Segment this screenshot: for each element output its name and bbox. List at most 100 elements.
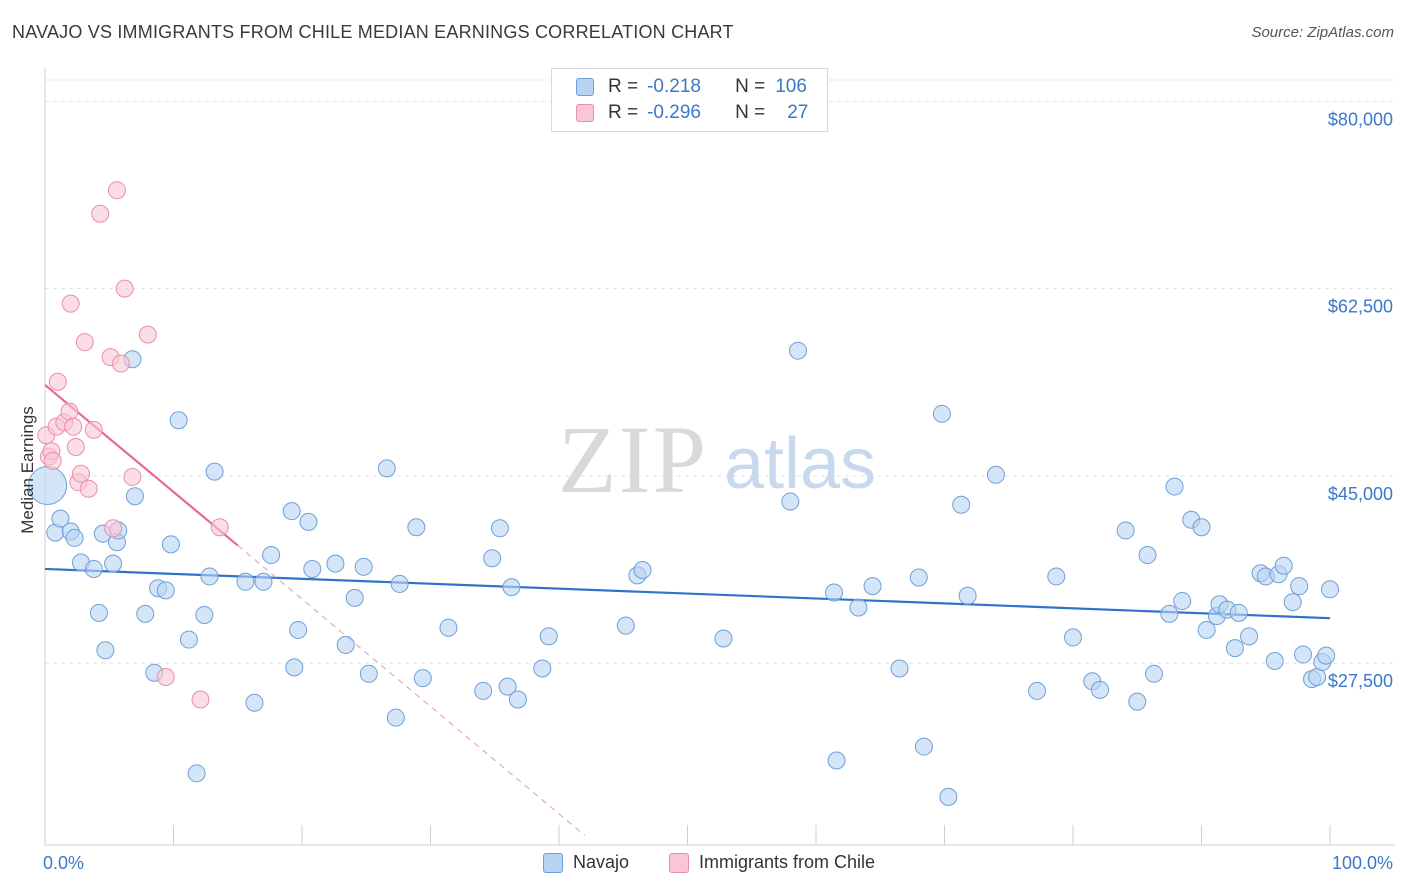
navajo-point [474, 681, 493, 700]
navajo-point [51, 509, 70, 528]
navajo-point [1047, 567, 1066, 586]
data-points [28, 181, 1339, 806]
navajo-n-value: 106 [775, 76, 807, 97]
watermark-zip: ZIP [558, 406, 708, 513]
navajo-n-label: N = [735, 76, 766, 97]
navajo-point [1138, 546, 1157, 565]
navajo-point [195, 605, 214, 624]
chile-point [107, 181, 126, 200]
chile-swatch [576, 104, 594, 122]
navajo-point [289, 620, 308, 639]
watermark: ZIP atlas [558, 406, 876, 513]
chile-point [123, 467, 142, 486]
navajo-point [483, 549, 502, 568]
watermark-atlas: atlas [724, 424, 876, 504]
navajo-point [1240, 627, 1259, 646]
navajo-point [156, 581, 175, 600]
navajo-point [386, 708, 405, 727]
chile-point [191, 690, 210, 709]
navajo-r-value: -0.218 [647, 76, 701, 97]
navajo-point [407, 518, 426, 537]
navajo-point [345, 588, 364, 607]
navajo-point [939, 787, 958, 806]
navajo-point [262, 546, 281, 565]
navajo-point [1265, 651, 1284, 670]
navajo-point [1144, 664, 1163, 683]
navajo-point [1317, 646, 1336, 665]
navajo-point [390, 574, 409, 593]
navajo-point [1128, 692, 1147, 711]
y-axis-label: Median Earnings [18, 406, 37, 534]
navajo-point [1290, 577, 1309, 596]
navajo-point [187, 764, 206, 783]
chile-point [79, 479, 98, 498]
navajo-point [89, 603, 108, 622]
navajo-point [502, 578, 521, 597]
navajo-point [616, 616, 635, 635]
navajo-point [326, 554, 345, 573]
chile-point [66, 437, 85, 456]
navajo-point [909, 568, 928, 587]
navajo-point [1225, 639, 1244, 658]
navajo-point [169, 411, 188, 430]
navajo-point [200, 567, 219, 586]
navajo-point [245, 693, 264, 712]
navajo-point [1308, 668, 1327, 687]
chile-point [43, 451, 62, 470]
navajo-point [789, 341, 808, 360]
bottom-chile-label: Immigrants from Chile [699, 852, 876, 872]
navajo-point [413, 669, 432, 688]
navajo-point [254, 572, 273, 591]
navajo-point [781, 492, 800, 511]
navajo-point [125, 487, 144, 506]
chile-point [75, 333, 94, 352]
navajo-point [303, 559, 322, 578]
y-tick-label: $80,000 [1328, 109, 1393, 129]
navajo-point [633, 561, 652, 580]
navajo-point [824, 583, 843, 602]
navajo-point [377, 459, 396, 478]
navajo-point [65, 528, 84, 547]
navajo-trend-line [44, 567, 1331, 620]
navajo-point [84, 559, 103, 578]
chile-point [138, 325, 157, 344]
navajo-point [336, 635, 355, 654]
navajo-point [1173, 592, 1192, 611]
x-tick-label-min: 0.0% [43, 853, 84, 873]
navajo-point [1192, 518, 1211, 537]
navajo-point [1165, 477, 1184, 496]
navajo-r-label: R = [608, 76, 639, 97]
tick-labels: $27,500 $45,000 $62,500 $80,000 0.0% 100.0% [43, 109, 1393, 873]
y-tick-label: $45,000 [1328, 484, 1393, 504]
navajo-point [236, 572, 255, 591]
navajo-point [1283, 593, 1302, 612]
navajo-point [282, 502, 301, 521]
chile-point [71, 464, 90, 483]
source-attribution: Source: ZipAtlas.com [1251, 24, 1394, 41]
chile-point [210, 518, 229, 537]
chile-r-label: R = [608, 102, 639, 123]
chile-point [111, 354, 130, 373]
legend-row-chile: R = -0.296 N = 27 [576, 101, 808, 125]
navajo-point [932, 404, 951, 423]
navajo-point [890, 659, 909, 678]
bottom-navajo-label: Navajo [573, 852, 630, 872]
y-tick-label: $27,500 [1328, 671, 1393, 691]
chile-point [115, 279, 134, 298]
navajo-point [354, 557, 373, 576]
y-tick-label: $62,500 [1328, 297, 1393, 317]
bottom-chile-swatch [669, 852, 689, 873]
navajo-point [1090, 680, 1109, 699]
chile-point [104, 519, 123, 538]
chile-point [64, 417, 83, 436]
navajo-point [539, 627, 558, 646]
x-tick-label-max: 100.0% [1332, 853, 1393, 873]
chile-point [60, 402, 79, 421]
navajo-point [1160, 604, 1179, 623]
navajo-point [1294, 645, 1313, 664]
navajo-point [179, 630, 198, 649]
navajo-point [533, 659, 552, 678]
navajo-point [299, 512, 318, 531]
chile-n-value: 27 [787, 102, 809, 123]
